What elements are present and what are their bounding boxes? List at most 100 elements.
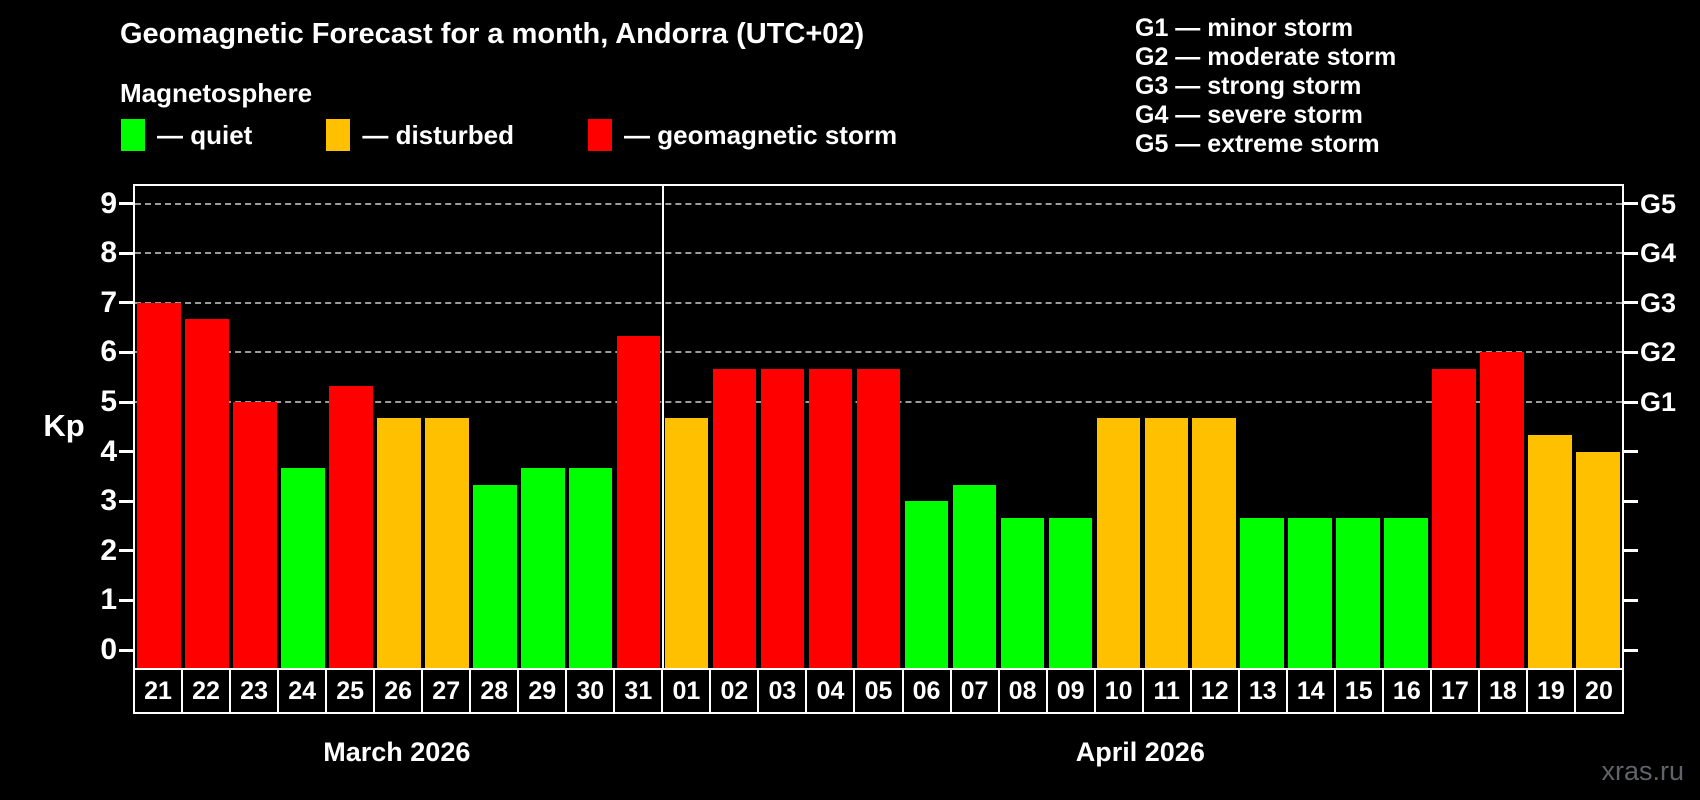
kp-bar-day-09 bbox=[1048, 517, 1093, 668]
right-axis-tick-9 bbox=[1624, 202, 1638, 206]
right-axis-tick-0 bbox=[1624, 648, 1638, 652]
right-axis-tick-4 bbox=[1624, 450, 1638, 454]
date-cell-19: 19 bbox=[1525, 668, 1576, 714]
kp-bar-day-27 bbox=[425, 418, 469, 668]
kp-bar-day-28 bbox=[472, 484, 517, 668]
date-cell-21: 21 bbox=[133, 668, 184, 714]
kp-bar-day-07 bbox=[952, 484, 997, 668]
y-axis-tick-5 bbox=[119, 400, 133, 404]
date-cell-23: 23 bbox=[229, 668, 280, 714]
y-axis-title: Kp bbox=[43, 408, 85, 443]
kp-bar-day-18 bbox=[1480, 352, 1524, 668]
y-axis-tick-6 bbox=[119, 350, 133, 354]
kp-bar-day-05 bbox=[856, 368, 901, 668]
date-cell-06: 06 bbox=[901, 668, 952, 714]
kp-bar-day-14 bbox=[1288, 517, 1332, 668]
y-axis-tick-label-3: 3 bbox=[100, 484, 117, 518]
kp-bar-day-08 bbox=[1000, 517, 1045, 668]
magnetosphere-label: Magnetosphere bbox=[120, 78, 313, 108]
date-cell-16: 16 bbox=[1381, 668, 1432, 714]
y-axis-tick-8 bbox=[119, 251, 133, 255]
y-axis-tick-label-7: 7 bbox=[100, 285, 117, 319]
kp-bar-day-01 bbox=[664, 418, 709, 668]
date-cell-29: 29 bbox=[517, 668, 568, 714]
watermark-link[interactable]: xras.ru bbox=[1601, 756, 1684, 786]
date-cell-09: 09 bbox=[1045, 668, 1096, 714]
y-axis-tick-4 bbox=[119, 450, 133, 454]
disturbed-color-swatch bbox=[326, 119, 351, 151]
kp-bar-day-20 bbox=[1576, 451, 1620, 668]
date-cell-01: 01 bbox=[661, 668, 712, 714]
right-axis-label-g1: G1 bbox=[1640, 387, 1677, 417]
date-cell-03: 03 bbox=[757, 668, 808, 714]
y-axis-tick-label-0: 0 bbox=[100, 633, 117, 666]
date-cell-27: 27 bbox=[421, 668, 472, 714]
right-axis-label-g2: G2 bbox=[1640, 337, 1677, 368]
quiet-color-swatch bbox=[121, 119, 145, 151]
month-separator-line bbox=[661, 186, 664, 668]
y-axis-tick-label-9: 9 bbox=[100, 186, 117, 220]
y-axis-tick-3 bbox=[119, 499, 133, 503]
y-axis-tick-label-2: 2 bbox=[100, 533, 117, 567]
kp-bar-day-22 bbox=[185, 319, 229, 668]
y-axis-tick-2 bbox=[119, 549, 133, 553]
kp-bar-day-15 bbox=[1336, 517, 1380, 668]
kp-bar-day-04 bbox=[808, 368, 853, 668]
kp-bar-day-29 bbox=[520, 467, 565, 668]
right-axis-tick-7 bbox=[1624, 301, 1638, 305]
y-axis-tick-label-5: 5 bbox=[100, 385, 117, 418]
legend-item-storm: — geomagnetic storm bbox=[588, 119, 897, 151]
legend-item-quiet: — quiet bbox=[121, 119, 252, 151]
kp-bar-day-24 bbox=[281, 467, 325, 668]
y-axis-tick-0 bbox=[119, 648, 133, 652]
kp-bar-day-11 bbox=[1144, 418, 1189, 668]
date-cell-31: 31 bbox=[613, 668, 664, 714]
storm-scale-row-g1: G1 — minor storm bbox=[1135, 14, 1354, 42]
gridline-kp-7 bbox=[135, 301, 1622, 304]
gridline-kp-9 bbox=[135, 202, 1622, 205]
kp-bar-day-30 bbox=[568, 467, 613, 668]
kp-bar-day-12 bbox=[1192, 418, 1237, 668]
date-cell-26: 26 bbox=[373, 668, 424, 714]
right-axis-tick-1 bbox=[1624, 598, 1638, 602]
y-axis-tick-9 bbox=[119, 202, 133, 206]
x-axis-date-row: 21 22 23 24 25 26 27 28 29 30 31 01 02 03 04 05 06 07 08 09… bbox=[133, 668, 1624, 714]
legend-item-label: — quiet bbox=[157, 119, 253, 150]
legend-item-label: — geomagnetic storm bbox=[624, 119, 898, 150]
date-cell-28: 28 bbox=[469, 668, 520, 714]
right-axis-label-g3: G3 bbox=[1640, 287, 1677, 318]
right-axis-tick-6 bbox=[1624, 350, 1638, 354]
right-axis-tick-2 bbox=[1624, 549, 1638, 553]
y-axis-tick-7 bbox=[119, 301, 133, 305]
right-axis-tick-3 bbox=[1624, 499, 1638, 503]
legend-item-disturbed: — disturbed bbox=[326, 119, 514, 151]
y-axis-tick-label-1: 1 bbox=[100, 583, 117, 617]
date-cell-05: 05 bbox=[853, 668, 904, 714]
legend-item-label: — disturbed bbox=[362, 119, 515, 150]
month-label-1: April 2026 bbox=[1075, 737, 1205, 767]
date-cell-02: 02 bbox=[709, 668, 760, 714]
page-title: Geomagnetic Forecast for a month, Andorr… bbox=[120, 18, 865, 50]
month-label-0: March 2026 bbox=[323, 737, 471, 767]
kp-bar-day-06 bbox=[904, 501, 949, 668]
right-axis-label-g5: G5 bbox=[1640, 188, 1677, 219]
kp-bar-day-21 bbox=[137, 302, 181, 668]
right-axis-tick-8 bbox=[1624, 251, 1638, 255]
kp-bar-day-17 bbox=[1432, 368, 1476, 668]
kp-bar-day-03 bbox=[760, 368, 805, 668]
magnetosphere-legend: — quiet — disturbed — geomagnetic storm bbox=[121, 119, 971, 151]
date-cell-12: 12 bbox=[1189, 668, 1240, 714]
chart-plot-area bbox=[119, 184, 1638, 670]
storm-scale-row-g4: G4 — severe storm bbox=[1135, 101, 1363, 129]
date-cell-20: 20 bbox=[1573, 668, 1624, 714]
kp-bar-day-26 bbox=[377, 418, 421, 668]
right-axis-label-g4: G4 bbox=[1640, 238, 1677, 269]
date-cell-17: 17 bbox=[1429, 668, 1480, 714]
storm-scale-row-g3: G3 — strong storm bbox=[1135, 72, 1362, 100]
kp-bar-day-13 bbox=[1240, 517, 1285, 668]
date-cell-08: 08 bbox=[997, 668, 1048, 714]
date-cell-24: 24 bbox=[277, 668, 328, 714]
storm-color-swatch bbox=[588, 119, 613, 151]
kp-bar-day-23 bbox=[233, 402, 277, 668]
